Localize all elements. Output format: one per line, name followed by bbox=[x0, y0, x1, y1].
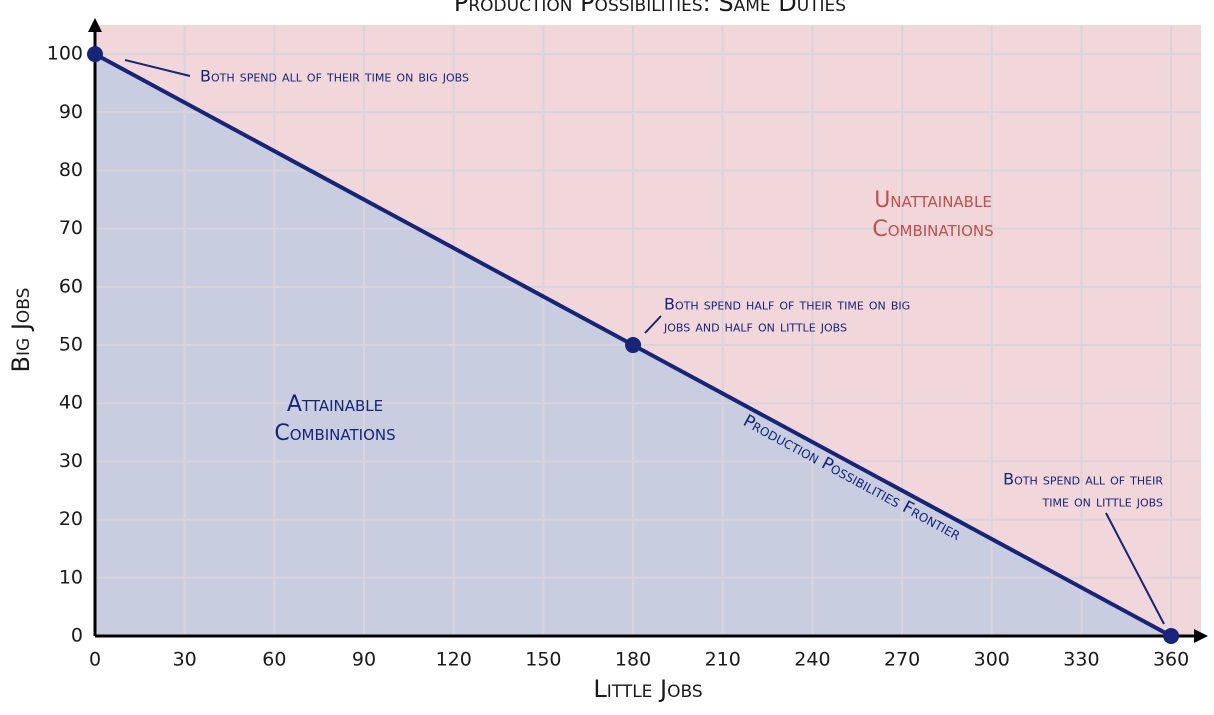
y-tick-label: 90 bbox=[59, 101, 83, 123]
y-tick-label: 20 bbox=[59, 508, 83, 530]
chart-title: Production Possibilities: Same Duties bbox=[454, 0, 846, 17]
x-tick-label: 210 bbox=[705, 649, 741, 671]
region-label: Unattainable bbox=[874, 188, 992, 213]
x-axis-arrow bbox=[1194, 629, 1208, 643]
annotation: Both spend all of their bbox=[1003, 470, 1163, 489]
x-tick-label: 60 bbox=[262, 649, 286, 671]
x-tick-label: 90 bbox=[352, 649, 376, 671]
y-tick-label: 0 bbox=[71, 625, 83, 647]
y-tick-label: 30 bbox=[59, 450, 83, 472]
annotation: time on little jobs bbox=[1042, 492, 1164, 511]
annotation: Both spend all of their time on big jobs bbox=[200, 67, 469, 86]
region-label: Combinations bbox=[872, 217, 993, 242]
x-tick-label: 330 bbox=[1063, 649, 1099, 671]
y-tick-label: 40 bbox=[59, 392, 83, 414]
y-tick-label: 10 bbox=[59, 566, 83, 588]
point bbox=[625, 337, 642, 354]
region-label: Attainable bbox=[287, 392, 383, 417]
x-tick-label: 270 bbox=[884, 649, 920, 671]
annotation-leader bbox=[124, 59, 191, 77]
y-axis-label: Big Jobs bbox=[7, 288, 35, 373]
point bbox=[87, 46, 103, 63]
y-tick-label: 60 bbox=[59, 275, 83, 297]
point bbox=[1163, 628, 1180, 644]
region-label: Combinations bbox=[274, 421, 395, 446]
x-axis-label: Little Jobs bbox=[593, 675, 702, 703]
x-tick-label: 360 bbox=[1153, 649, 1189, 671]
x-tick-label: 180 bbox=[615, 649, 651, 671]
annotation-leader bbox=[1105, 512, 1165, 625]
x-tick-label: 0 bbox=[89, 649, 101, 671]
annotation: Both spend half of their time on big bbox=[664, 295, 910, 314]
annotation-leader bbox=[644, 315, 662, 334]
y-tick-label: 70 bbox=[59, 217, 83, 239]
x-tick-label: 300 bbox=[974, 649, 1010, 671]
x-tick-label: 150 bbox=[525, 649, 561, 671]
x-tick-label: 30 bbox=[173, 649, 197, 671]
x-tick-label: 240 bbox=[794, 649, 830, 671]
y-tick-label: 80 bbox=[59, 159, 83, 181]
y-tick-label: 100 bbox=[47, 43, 83, 65]
y-axis-arrow bbox=[88, 18, 102, 32]
y-tick-label: 50 bbox=[59, 334, 83, 356]
x-tick-label: 120 bbox=[436, 649, 472, 671]
annotation: jobs and half on little jobs bbox=[663, 317, 847, 336]
